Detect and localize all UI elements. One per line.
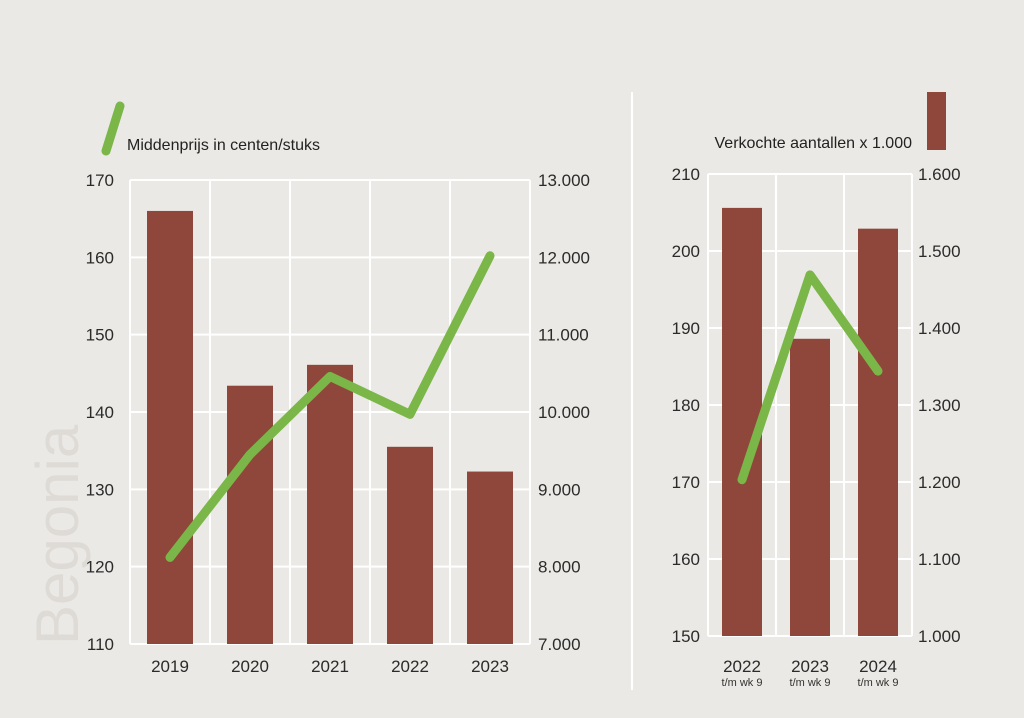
bar-2020 <box>227 385 273 644</box>
category-label: 2024 <box>859 657 897 676</box>
category-sublabel: t/m wk 9 <box>858 677 899 689</box>
left-axis-tick: 160 <box>86 248 114 267</box>
left-axis-tick: 210 <box>672 165 700 184</box>
bar-2024 <box>858 228 898 637</box>
left-axis-tick: 130 <box>86 480 114 499</box>
category-sublabel: t/m wk 9 <box>722 677 763 689</box>
left-axis-tick: 160 <box>672 550 700 569</box>
left-axis-tick: 150 <box>672 627 700 646</box>
right-axis-tick: 8.000 <box>538 558 581 577</box>
right-axis-tick: 1.000 <box>918 627 961 646</box>
bar-2023 <box>467 471 513 644</box>
category-label: 2022 <box>391 657 429 676</box>
right-chart: 150 1.000 160 1.100 170 1.200 180 1.300 190 1.400… <box>672 165 961 689</box>
bar-2022 <box>722 207 762 636</box>
left-axis-tick: 180 <box>672 396 700 415</box>
right-axis-tick: 1.200 <box>918 473 961 492</box>
legend-line-label: Middenprijs in centen/stuks <box>127 137 320 154</box>
right-axis-tick: 1.300 <box>918 396 961 415</box>
legend-bar-swatch <box>927 92 946 150</box>
right-axis-tick: 1.100 <box>918 550 961 569</box>
right-axis-tick: 9.000 <box>538 480 581 499</box>
right-axis-tick: 12.000 <box>538 248 590 267</box>
right-axis-tick: 10.000 <box>538 403 590 422</box>
left-axis-tick: 190 <box>672 319 700 338</box>
category-label: 2022 <box>723 657 761 676</box>
legend-line-swatch <box>101 101 125 156</box>
left-axis-tick: 170 <box>672 473 700 492</box>
left-axis-tick: 120 <box>86 558 114 577</box>
left-axis-tick: 140 <box>86 403 114 422</box>
left-chart: 110 7.000 120 8.000 130 9.000 140 10.000 150 11.0… <box>86 171 590 676</box>
bar-2019 <box>147 210 193 644</box>
category-label: 2020 <box>231 657 269 676</box>
left-axis-tick: 170 <box>86 171 114 190</box>
left-axis-tick: 110 <box>87 635 114 654</box>
bar-2021 <box>307 364 353 644</box>
left-axis-tick: 150 <box>86 326 114 345</box>
right-axis-tick: 1.400 <box>918 319 961 338</box>
right-axis-tick: 7.000 <box>538 635 581 654</box>
category-label: 2019 <box>151 657 189 676</box>
category-label: 2021 <box>311 657 349 676</box>
right-axis-tick: 1.500 <box>918 242 961 261</box>
right-axis-tick: 13.000 <box>538 171 590 190</box>
right-axis-tick: 11.000 <box>538 326 589 345</box>
bar-2023 <box>790 338 830 636</box>
right-axis-tick: 1.600 <box>918 165 961 184</box>
category-sublabel: t/m wk 9 <box>790 677 831 689</box>
left-axis-tick: 200 <box>672 242 700 261</box>
side-label: Begonia <box>24 424 91 645</box>
category-label: 2023 <box>791 657 829 676</box>
bar-2022 <box>387 446 433 644</box>
legend-bar-label: Verkochte aantallen x 1.000 <box>715 135 913 152</box>
category-label: 2023 <box>471 657 509 676</box>
